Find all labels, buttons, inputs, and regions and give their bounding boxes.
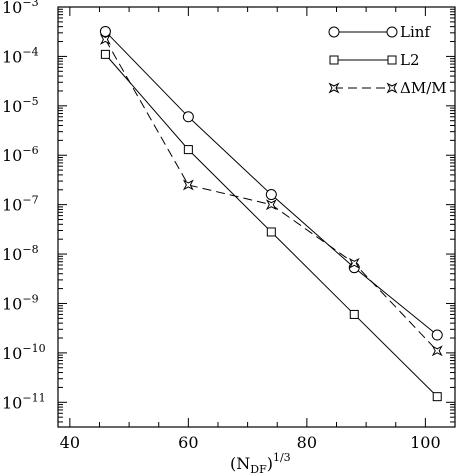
y-tick-label: 10−7 — [2, 194, 39, 215]
y-tick-label: 10−3 — [2, 0, 39, 17]
axis-ticks — [58, 6, 456, 427]
data-point — [432, 392, 442, 402]
x-axis-title-close: ) — [267, 454, 273, 473]
x-tick-label: 60 — [178, 433, 198, 452]
data-point — [99, 25, 111, 37]
data-point — [182, 179, 194, 191]
data-point — [329, 55, 339, 65]
y-tick-label: 10−9 — [2, 292, 39, 313]
data-point — [100, 49, 110, 59]
series-circle — [99, 25, 443, 341]
legend-label: Linf — [400, 23, 431, 41]
legend-item: ΔM/M — [328, 79, 447, 97]
data-point — [182, 111, 194, 123]
y-tick-label: 10−8 — [2, 243, 39, 264]
series-star — [99, 34, 443, 357]
data-point — [386, 82, 398, 94]
data-point — [328, 26, 340, 38]
data-point — [431, 345, 443, 357]
data-point — [99, 34, 111, 45]
series-group — [99, 25, 443, 402]
x-axis-title-subscript: DF — [250, 463, 267, 474]
data-point — [349, 309, 359, 319]
series-line — [105, 54, 438, 398]
legend-item: Linf — [328, 23, 431, 41]
data-point — [265, 189, 277, 201]
data-point — [386, 26, 398, 38]
x-tick-label: 80 — [297, 433, 317, 452]
y-tick-label: 10−10 — [2, 342, 46, 363]
data-point — [265, 199, 277, 211]
legend-item: L2 — [329, 51, 420, 69]
plot-area-border — [57, 6, 456, 428]
x-axis-title: (NDF)1/3 — [230, 451, 291, 474]
legend-label: ΔM/M — [400, 79, 447, 97]
data-point — [328, 82, 340, 94]
legend: Linf L2 ΔM/M — [328, 23, 447, 97]
plot-frame — [57, 6, 456, 428]
data-point — [266, 227, 276, 237]
data-point — [387, 55, 397, 65]
x-tick-label: 40 — [60, 433, 80, 452]
data-point — [348, 257, 360, 269]
legend-label: L2 — [400, 51, 420, 69]
y-tick-label: 10−6 — [2, 144, 39, 165]
series-line — [105, 31, 438, 336]
x-tick-label: 100 — [410, 433, 441, 452]
y-tick-label: 10−5 — [2, 95, 39, 116]
y-tick-label: 10−11 — [2, 391, 46, 412]
axis-tick-labels: 40 60 80 100 10−3 10−4 10−5 10−6 10−7 10−8 10−9 10−… — [2, 0, 441, 452]
data-point — [183, 145, 193, 155]
y-tick-label: 10−4 — [2, 45, 39, 66]
data-point — [431, 329, 443, 341]
x-axis-title-base: (N — [230, 454, 250, 473]
series-square — [100, 49, 442, 402]
x-axis-title-superscript: 1/3 — [273, 451, 291, 464]
